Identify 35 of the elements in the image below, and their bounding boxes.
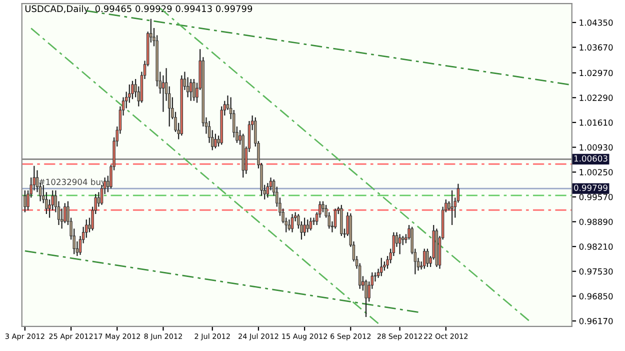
candlestick [303, 217, 306, 236]
y-tick-label: 1.00930 [580, 144, 613, 151]
y-tick-label: 0.98210 [579, 244, 613, 250]
candlestick [334, 208, 337, 230]
ref-line-label: 1.00603 [574, 155, 608, 162]
candlestick [97, 192, 100, 208]
candlestick [306, 218, 309, 233]
y-tick-label: 0.98890 [579, 218, 613, 225]
y-tick-label: 0.96170 [579, 318, 613, 324]
candlestick [380, 257, 383, 277]
candlestick [190, 78, 192, 102]
candlestick [290, 213, 294, 233]
candlestick [131, 80, 134, 100]
ref-line-label: 0.99799 [574, 184, 608, 191]
candlestick [398, 234, 402, 255]
candlestick [450, 190, 454, 226]
y-tick-label: 0.96850 [579, 293, 613, 300]
y-tick-label: 1.02290 [580, 94, 613, 101]
candlestick [426, 248, 429, 268]
y-tick-label: 1.02970 [580, 70, 613, 76]
candlestick [402, 235, 404, 246]
chart-title: USDCAD,Daily 0.99465 0.99929 0.99413 0.99799 [25, 5, 252, 14]
y-tick-label: 1.01610 [580, 119, 613, 126]
y-tick-label: 0.97530 [579, 268, 613, 275]
y-tick-label: 1.00250 [580, 169, 613, 176]
y-tick-label: 1.03670 [580, 44, 613, 51]
candlestick [309, 217, 312, 232]
candlestick [24, 190, 26, 213]
candlestick [364, 279, 368, 318]
candlestick [288, 218, 291, 232]
candlestick [192, 78, 196, 102]
y-tick-label: 0.99570 [579, 194, 613, 200]
y-tick-label: 1.04350 [580, 19, 613, 26]
candlestick [214, 133, 217, 149]
candlestick [423, 248, 426, 270]
